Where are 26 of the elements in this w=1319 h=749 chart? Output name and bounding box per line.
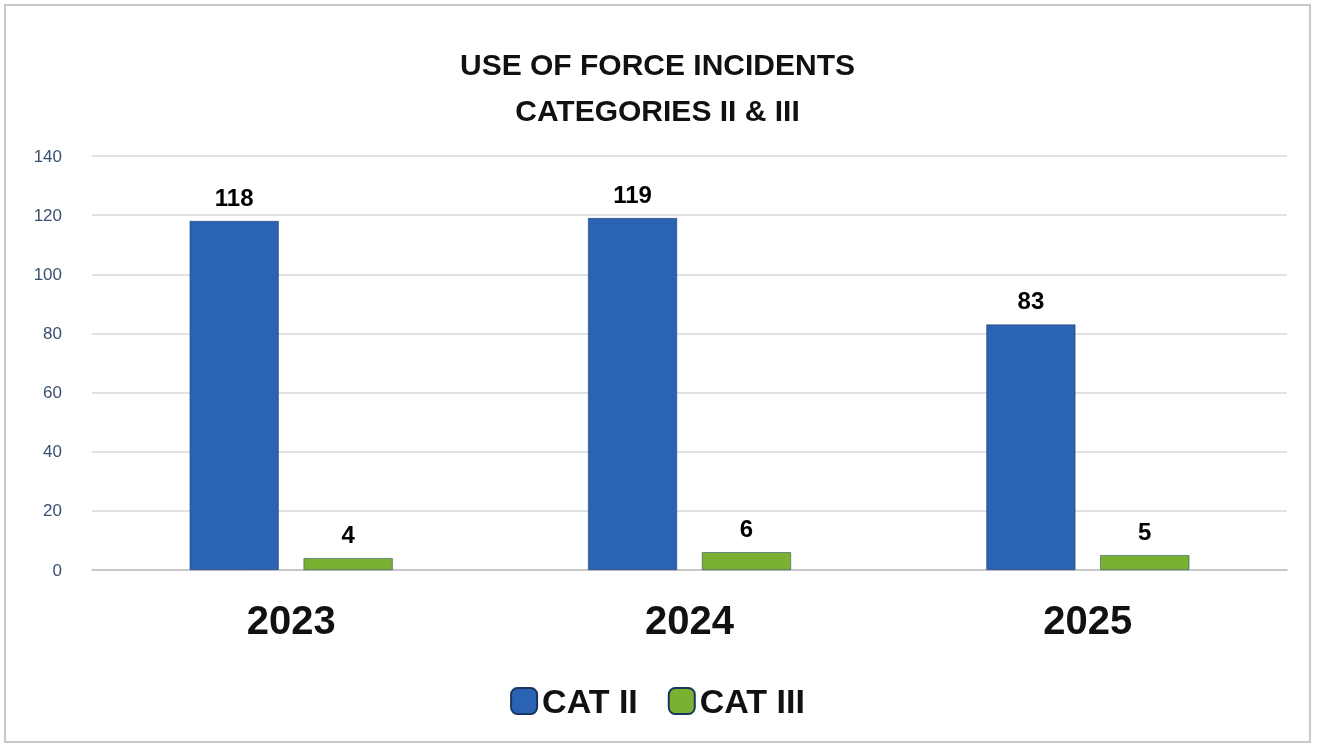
y-tick-label: 20 (43, 501, 62, 521)
bar (303, 558, 393, 570)
x-tick-label: 2023 (246, 598, 336, 642)
bar (588, 218, 678, 570)
data-label: 83 (1017, 287, 1045, 315)
y-tick-label: 120 (33, 205, 62, 225)
legend-label: CAT II (542, 682, 638, 720)
y-tick-label: 80 (43, 323, 62, 343)
data-label: 6 (739, 514, 754, 542)
bar (1100, 555, 1190, 570)
bar (701, 552, 791, 570)
data-label: 119 (613, 180, 652, 208)
y-tick-label: 40 (43, 442, 62, 462)
legend-label: CAT III (699, 682, 805, 720)
data-label: 4 (341, 520, 356, 548)
bar (189, 221, 279, 570)
y-tick-label: 0 (52, 560, 62, 580)
x-tick-label: 2024 (645, 598, 735, 642)
x-tick-label: 2025 (1043, 598, 1133, 642)
data-label: 5 (1138, 517, 1152, 545)
y-tick-label: 60 (43, 383, 62, 403)
y-tick-label: 140 (33, 146, 62, 166)
bar (986, 324, 1076, 570)
data-label: 118 (214, 183, 254, 211)
y-tick-label: 100 (33, 264, 62, 284)
chart-title: USE OF FORCE INCIDENTS CATEGORIES II & III (459, 47, 856, 127)
